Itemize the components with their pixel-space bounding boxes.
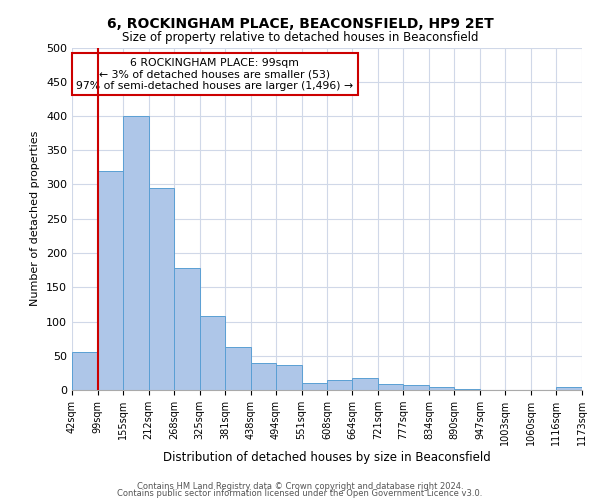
Bar: [352, 378, 378, 390]
Text: 6 ROCKINGHAM PLACE: 99sqm
← 3% of detached houses are smaller (53)
97% of semi-d: 6 ROCKINGHAM PLACE: 99sqm ← 3% of detach…: [76, 58, 353, 91]
Text: 6, ROCKINGHAM PLACE, BEACONSFIELD, HP9 2ET: 6, ROCKINGHAM PLACE, BEACONSFIELD, HP9 2…: [107, 18, 493, 32]
Bar: [123, 116, 149, 390]
Bar: [429, 386, 454, 390]
Bar: [200, 316, 225, 390]
Bar: [556, 386, 582, 390]
Bar: [327, 380, 352, 390]
X-axis label: Distribution of detached houses by size in Beaconsfield: Distribution of detached houses by size …: [163, 450, 491, 464]
Bar: [251, 362, 276, 390]
Y-axis label: Number of detached properties: Number of detached properties: [31, 131, 40, 306]
Text: Size of property relative to detached houses in Beaconsfield: Size of property relative to detached ho…: [122, 31, 478, 44]
Bar: [98, 171, 123, 390]
Bar: [403, 385, 429, 390]
Bar: [174, 268, 200, 390]
Bar: [72, 352, 98, 390]
Text: Contains public sector information licensed under the Open Government Licence v3: Contains public sector information licen…: [118, 490, 482, 498]
Text: Contains HM Land Registry data © Crown copyright and database right 2024.: Contains HM Land Registry data © Crown c…: [137, 482, 463, 491]
Bar: [302, 383, 327, 390]
Bar: [149, 188, 174, 390]
Bar: [276, 364, 302, 390]
Bar: [378, 384, 403, 390]
Bar: [225, 347, 251, 390]
